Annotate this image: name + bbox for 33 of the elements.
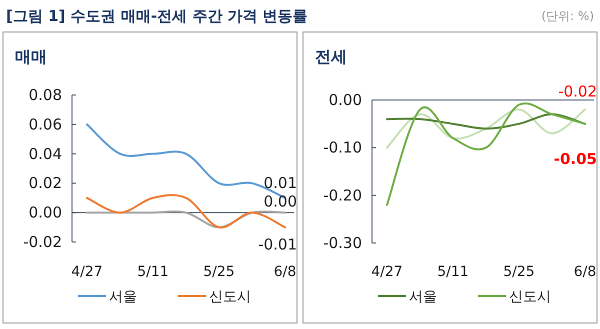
x-tick-label: 6/8 <box>274 264 296 280</box>
data-label: -0.02 <box>558 82 597 101</box>
y-tick-label: 0.04 <box>28 144 62 163</box>
y-tick-label: -0.02 <box>23 233 62 251</box>
text: (단위: %) <box>541 9 594 23</box>
y-tick-label: 0.00 <box>28 204 62 222</box>
data-label: -0.01 <box>258 235 297 254</box>
x-tick-label: 6/8 <box>574 264 596 280</box>
legend-label: 서울 <box>409 289 437 305</box>
x-tick-label: 4/27 <box>371 264 403 280</box>
x-tick-label: 5/11 <box>137 264 169 280</box>
x-tick-label: 4/27 <box>71 264 103 280</box>
data-label: 0.00 <box>264 192 297 211</box>
y-tick-label: 0.00 <box>328 91 362 109</box>
chart-subtitle: 매매 <box>15 47 47 66</box>
y-tick-label: 0.06 <box>28 115 62 134</box>
x-tick-label: 5/25 <box>503 264 535 280</box>
x-tick-label: 5/11 <box>437 264 469 280</box>
y-tick-label: -0.30 <box>323 234 362 252</box>
y-tick-label: 0.02 <box>28 174 62 192</box>
data-label: -0.05 <box>554 150 597 168</box>
x-tick-label: 5/25 <box>203 264 235 280</box>
legend-label: 신도시 <box>509 289 551 305</box>
legend-label: 신도시 <box>209 289 251 305</box>
y-tick-label: 0.08 <box>28 86 62 104</box>
line-series <box>386 113 586 130</box>
chart-title: [그림 1] 수도권 매매-전세 주간 가격 변동률 <box>6 7 308 25</box>
legend-label: 서울 <box>109 289 137 305</box>
y-tick-label: -0.20 <box>323 186 362 204</box>
data-label: 0.01 <box>264 174 297 192</box>
y-tick-label: -0.10 <box>323 138 362 157</box>
chart-subtitle: 전세 <box>315 47 347 66</box>
line-series <box>386 108 586 149</box>
